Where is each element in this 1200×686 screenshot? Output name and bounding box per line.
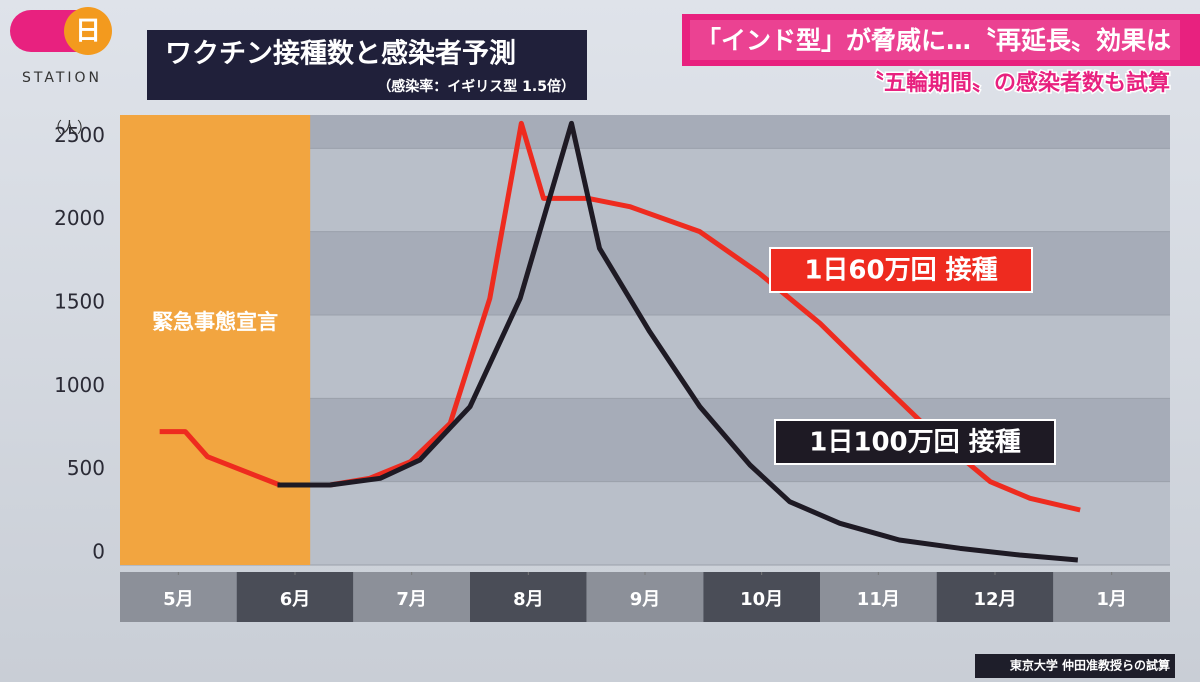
x-tick-label: 8月	[513, 589, 544, 610]
x-band	[586, 572, 704, 622]
headline-box	[682, 14, 1200, 66]
source: 東京大学 仲田准教授らの試算	[1010, 658, 1170, 673]
x-tick-label: 6月	[280, 589, 311, 610]
y-unit: （人）	[47, 119, 92, 137]
chart-subtitle: （感染率：イギリス型 1.5倍）	[377, 78, 575, 95]
source-box	[975, 654, 1175, 678]
logo-circle	[64, 7, 112, 55]
x-tick-label: 12月	[973, 589, 1016, 610]
legend-label: 1日100万回 接種	[809, 428, 1020, 458]
x-tick-label: 1月	[1096, 589, 1127, 610]
series-line	[277, 120, 1079, 563]
series-label-box	[769, 247, 1033, 293]
logo-name: STATION	[22, 70, 102, 86]
y-tick-label: 0	[92, 540, 105, 564]
y-tick-label: 2500	[54, 123, 105, 147]
x-band	[703, 572, 820, 622]
y-tick-label: 2000	[54, 206, 105, 230]
x-band	[820, 572, 937, 622]
headline-inner	[690, 20, 1180, 60]
shaded-region	[120, 115, 311, 565]
x-band	[470, 572, 587, 622]
logo-mark: 日	[75, 17, 101, 47]
y-tick-label: 1000	[54, 373, 105, 397]
subheadline: 〝五輪期間〟の感染者数も試算	[862, 70, 1170, 96]
y-tick-label: 500	[67, 456, 105, 480]
x-tick-label: 9月	[630, 589, 661, 610]
x-tick-label: 5月	[163, 589, 194, 610]
headline: 「インド型」が脅威に…〝再延長〟効果は	[696, 26, 1171, 55]
shaded-region-label: 緊急事態宣言	[152, 310, 278, 334]
x-tick-label: 11月	[857, 589, 900, 610]
legend-label: 1日60万回 接種	[804, 256, 997, 286]
series-label-box	[774, 419, 1056, 465]
x-band	[1053, 572, 1170, 622]
x-band	[236, 572, 354, 622]
x-band	[936, 572, 1054, 622]
title-box	[147, 30, 587, 100]
chart-title: ワクチン接種数と感染者予測	[165, 38, 516, 70]
x-tick-label: 10月	[740, 589, 783, 610]
x-band	[120, 572, 237, 622]
x-tick-label: 7月	[396, 589, 427, 610]
x-band	[353, 572, 470, 622]
y-tick-label: 1500	[54, 290, 105, 314]
